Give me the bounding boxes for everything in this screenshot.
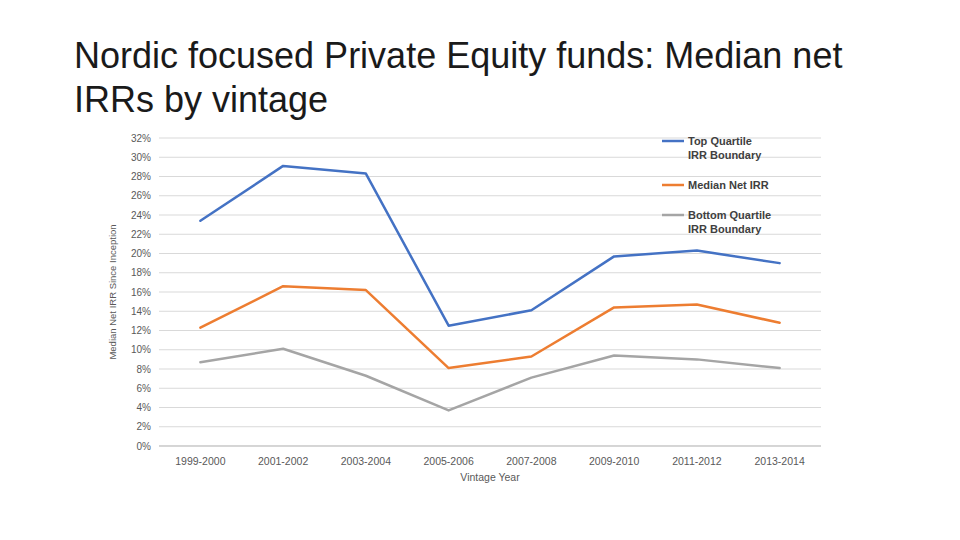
y-tick-label: 8%	[137, 364, 152, 375]
y-tick-label: 32%	[131, 133, 151, 144]
plot-area	[159, 138, 821, 446]
grid-line	[159, 446, 821, 447]
x-axis	[159, 446, 821, 447]
y-tick-label: 20%	[131, 248, 151, 259]
grid-line	[159, 369, 821, 370]
grid-line	[159, 292, 821, 293]
x-tick-label: 2001-2002	[258, 455, 308, 467]
y-tick-label: 30%	[131, 152, 151, 163]
title: Nordic focused Private Equity funds: Med…	[74, 34, 914, 122]
x-tick-label: 1999-2000	[175, 455, 225, 467]
grid-line	[159, 426, 821, 427]
chart: 0% 2% 4% 6% 8% 10% 12% 14% 16% 18% 20% 22% 24% 26% 28%…	[0, 0, 960, 540]
grid-line	[159, 195, 821, 196]
legend-label: Bottom Quartile IRR Boundary	[688, 209, 771, 235]
y-tick-label: 6%	[137, 383, 152, 394]
legend-label-line: Median Net IRR	[688, 179, 769, 191]
y-tick-label: 12%	[131, 325, 151, 336]
legend-label-line: Top Quartile	[688, 135, 752, 147]
x-tick-label: 2011-2012	[672, 455, 722, 467]
y-tick-label: 14%	[131, 306, 151, 317]
legend-label: Top Quartile IRR Boundary	[688, 135, 762, 161]
y-tick-label: 2%	[137, 421, 152, 432]
x-tick-label: 2005-2006	[424, 455, 474, 467]
legend-label-line: IRR Boundary	[688, 149, 762, 161]
y-tick-label: 4%	[137, 402, 152, 413]
x-tick-label: 2013-2014	[755, 455, 805, 467]
legend-swatch	[662, 140, 684, 143]
series-line	[200, 286, 779, 368]
legend-swatch	[662, 184, 684, 187]
grid-line	[159, 176, 821, 177]
grid-line	[159, 388, 821, 389]
series-group	[200, 166, 779, 410]
y-tick-label: 16%	[131, 287, 151, 298]
y-tick-label: 0%	[137, 441, 152, 452]
y-tick-label: 22%	[131, 229, 151, 240]
y-tick-label: 10%	[131, 344, 151, 355]
grid-line	[159, 349, 821, 350]
x-tick-label: 2007-2008	[506, 455, 556, 467]
series-line	[200, 349, 779, 411]
x-tick-label: 2009-2010	[589, 455, 639, 467]
y-tick-label: 26%	[131, 190, 151, 201]
x-axis-label: Vintage Year	[460, 471, 520, 483]
legend-label: Median Net IRR	[688, 179, 769, 191]
y-tick-label: 18%	[131, 267, 151, 278]
grid-line	[159, 272, 821, 273]
y-tick-label: 24%	[131, 210, 151, 221]
legend-label-line: IRR Boundary	[688, 223, 762, 235]
y-tick-label: 28%	[131, 171, 151, 182]
grid-line	[159, 407, 821, 408]
legend-swatch	[662, 214, 684, 217]
y-axis-label: Median Net IRR Since Inception	[107, 224, 118, 359]
x-tick-label: 2003-2004	[341, 455, 391, 467]
legend-label-line: Bottom Quartile	[688, 209, 771, 221]
grid-line	[159, 330, 821, 331]
series-line	[200, 166, 779, 326]
